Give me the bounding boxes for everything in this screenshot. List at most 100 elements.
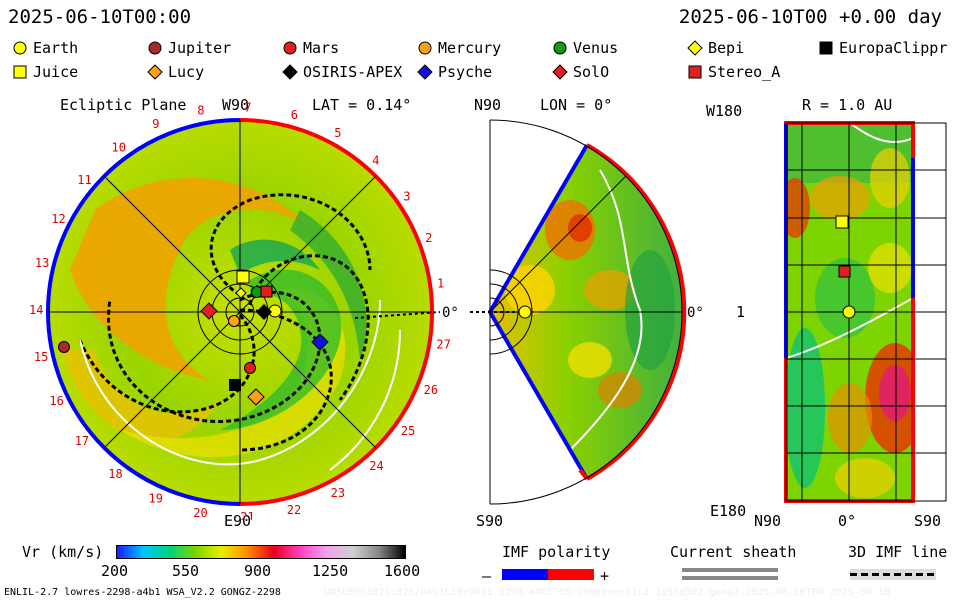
sector-number: 18 — [108, 467, 122, 481]
circle-icon — [553, 41, 567, 55]
earth-meridional-marker — [518, 305, 532, 319]
sector-number: 25 — [401, 424, 415, 438]
juice-radial-marker — [835, 215, 849, 229]
ecliptic-title: Ecliptic Plane — [60, 96, 187, 114]
diamond-icon — [147, 64, 163, 80]
legend-item-lucy: Lucy — [147, 63, 204, 81]
radial-s90-label: S90 — [914, 512, 942, 530]
legend-item-stereo-a: Stereo_A — [687, 63, 780, 81]
osiris-apex-marker — [256, 304, 272, 320]
current-sheath-line-1 — [682, 568, 778, 572]
sector-number: 12 — [51, 212, 65, 226]
lucy-marker — [247, 388, 265, 406]
radial-zero-label: 0° — [838, 512, 857, 530]
sector-number: 11 — [77, 173, 91, 187]
sector-number: 1 — [437, 277, 444, 291]
sector-number: 6 — [291, 108, 298, 122]
circle-icon — [283, 41, 297, 55]
imf-positive-swatch — [548, 569, 594, 580]
circle-icon — [148, 41, 162, 55]
sector-number: 21 — [240, 510, 254, 520]
legend-item-earth: Earth — [12, 39, 78, 57]
solo-marker — [200, 302, 218, 320]
radial-w180-label: W180 — [706, 102, 743, 120]
sector-number: 26 — [424, 383, 438, 397]
mercury-marker — [228, 315, 240, 327]
diamond-icon — [687, 40, 703, 56]
colorbar-tick-4: 1600 — [384, 562, 421, 580]
legend-item-label: Lucy — [168, 63, 205, 81]
run-time-left: 2025-06-10T00:00 — [8, 6, 192, 28]
meridional-n90-label: N90 — [474, 96, 502, 114]
legend-item-label: Jupiter — [168, 39, 232, 57]
ecliptic-e90-label: E90 — [224, 512, 252, 530]
sector-number: 22 — [287, 503, 301, 517]
legend-item-mars: Mars — [282, 39, 339, 57]
legend-item-label: Earth — [33, 39, 79, 57]
colorbar-tick-0: 200 — [101, 562, 129, 580]
earth-radial-marker — [842, 305, 856, 319]
legend-item-label: Psyche — [438, 63, 493, 81]
sector-number: 8 — [197, 103, 204, 117]
legend-item-label: Mars — [303, 39, 340, 57]
sector-number: 27 — [436, 338, 450, 352]
stereo-a-radial-marker — [838, 265, 851, 278]
sector-number: 15 — [34, 350, 48, 364]
radial-n90-label: N90 — [754, 512, 782, 530]
legend-item-juice: Juice — [12, 63, 78, 81]
jupiter-marker — [58, 341, 70, 353]
bepi-marker — [235, 287, 247, 299]
sector-number: 23 — [331, 486, 345, 500]
velocity-colorbar — [116, 545, 406, 559]
legend-item-label: SolO — [573, 63, 610, 81]
footer-run-id: UNSUE061021c025/b4b1h30x90x1.2298-a4b1.1… — [324, 587, 890, 598]
sector-number: 13 — [35, 256, 49, 270]
legend-item-osiris-apex: OSIRIS-APEX — [282, 63, 402, 81]
sector-number: 3 — [403, 189, 410, 203]
imf-polarity-title: IMF polarity — [502, 543, 611, 561]
sector-number: 14 — [29, 303, 43, 317]
legend-item-europaclippr: EuropaClippr — [818, 39, 947, 57]
legend-item-label: Mercury — [438, 39, 502, 57]
radial-shell-plot — [784, 121, 947, 503]
colorbar-tick-2: 900 — [244, 562, 272, 580]
sector-number: 9 — [152, 117, 159, 131]
ecliptic-lat-label: LAT = 0.14° — [312, 96, 412, 114]
sector-number: 24 — [369, 459, 383, 473]
legend-item-label: Bepi — [708, 39, 745, 57]
meridional-plot: 0° — [470, 119, 704, 505]
diamond-icon — [417, 64, 433, 80]
footer-model-info: ENLIL-2.7 lowres-2298-a4b1 WSA_V2.2 GONG… — [4, 587, 281, 598]
sector-number: 5 — [334, 126, 341, 140]
current-sheath-line-2 — [682, 576, 778, 580]
square-icon — [13, 65, 27, 79]
colorbar-tick-1: 550 — [172, 562, 200, 580]
imf-line-swatch — [850, 569, 936, 580]
diamond-icon — [282, 64, 298, 80]
sector-number: 17 — [75, 434, 89, 448]
europa-clipper-marker — [229, 379, 241, 391]
sector-number: 16 — [49, 394, 63, 408]
legend-item-label: Stereo_A — [708, 63, 781, 81]
ecliptic-w90-label: W90 — [222, 96, 250, 114]
sector-number: 20 — [193, 506, 207, 520]
stereo-a-marker — [260, 285, 273, 298]
circle-icon — [13, 41, 27, 55]
circle-icon — [418, 41, 432, 55]
legend-item-mercury: Mercury — [417, 39, 501, 57]
legend-item-label: Venus — [573, 39, 619, 57]
sector-number: 19 — [149, 491, 163, 505]
meridional-s90-label: S90 — [476, 512, 504, 530]
radial-r-label: R = 1.0 AU — [802, 96, 893, 114]
diamond-icon — [552, 64, 568, 80]
psyche-marker — [311, 333, 329, 351]
legend-item-bepi: Bepi — [687, 39, 744, 57]
imf-minus-label: – — [482, 567, 492, 585]
imf-plus-label: + — [600, 567, 610, 585]
sector-number: 10 — [112, 141, 126, 155]
legend-item-label: OSIRIS-APEX — [303, 63, 403, 81]
square-icon — [819, 41, 833, 55]
radial-e180-label: E180 — [710, 502, 747, 520]
legend-item-venus: Venus — [552, 39, 618, 57]
